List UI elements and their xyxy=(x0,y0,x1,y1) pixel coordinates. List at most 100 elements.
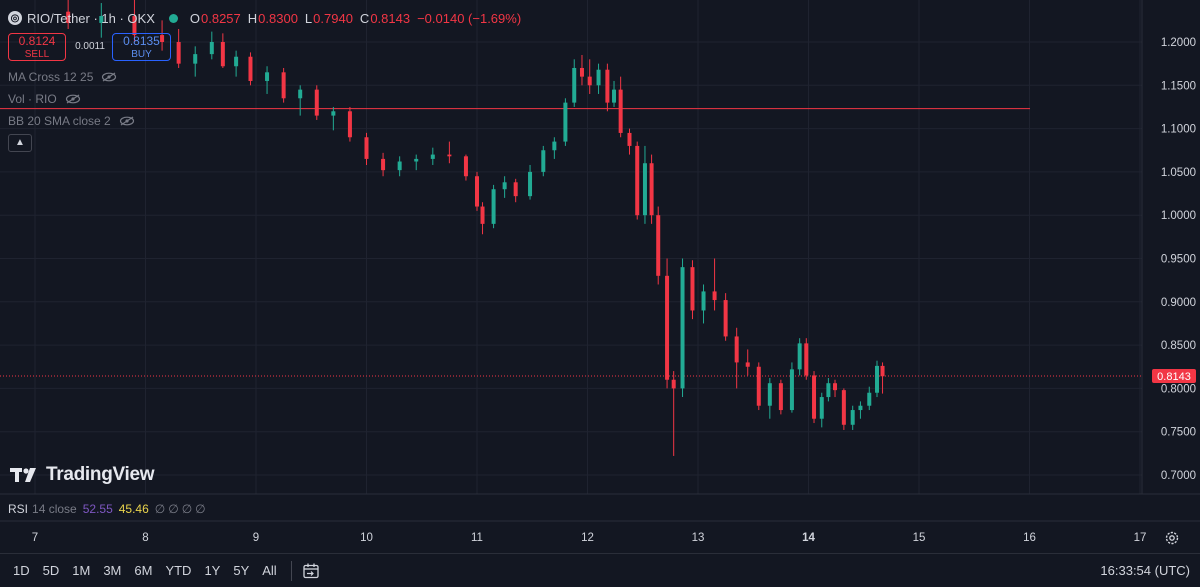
price-chart[interactable]: 1.2000 1.1500 1.1000 1.0500 1.0000 0.9500 0.90… xyxy=(0,0,1200,553)
buy-button[interactable]: 0.8135 BUY xyxy=(112,33,171,61)
time-axis[interactable]: 7 8 9 10 11 12 13 14 15 16 17 xyxy=(32,532,1147,544)
price-tick-label: 0.8000 xyxy=(1161,383,1196,395)
time-tick-label: 10 xyxy=(360,532,373,544)
candle-up xyxy=(797,338,802,376)
candle-body xyxy=(826,383,831,398)
candle-body xyxy=(314,89,319,116)
time-tick-label: 16 xyxy=(1023,532,1036,544)
rsi-empty-value: ∅ xyxy=(195,502,206,516)
watermark-text: TradingView xyxy=(46,464,155,485)
candle-down xyxy=(381,152,386,177)
candles xyxy=(66,0,885,456)
price-axis[interactable]: 1.2000 1.1500 1.1000 1.0500 1.0000 0.9500 0.90… xyxy=(1161,37,1196,482)
gear-icon[interactable] xyxy=(1164,530,1180,546)
price-tick-label: 1.1000 xyxy=(1161,124,1196,136)
candle-down xyxy=(132,0,137,42)
ohlc-key-close: C xyxy=(359,10,370,26)
candle-up xyxy=(572,59,577,107)
candle-down xyxy=(635,141,640,220)
eye-crossed-icon[interactable] xyxy=(119,116,135,126)
eye-crossed-icon[interactable] xyxy=(65,94,81,104)
candle-up xyxy=(875,360,880,398)
candle-body xyxy=(612,89,617,103)
tradingview-logo-icon xyxy=(10,468,36,482)
candle-down xyxy=(804,338,809,380)
rsi-legend[interactable]: RSI 14 close 52.55 45.46 ∅ ∅ ∅ ∅ xyxy=(8,502,209,516)
range-6m[interactable]: 6M xyxy=(134,563,153,578)
time-tick-label: 7 xyxy=(32,532,38,544)
candle-down xyxy=(756,362,761,411)
price-tick-label: 0.9500 xyxy=(1161,254,1196,266)
candle-down xyxy=(587,59,592,94)
range-1m[interactable]: 1M xyxy=(72,563,91,578)
eye-crossed-icon[interactable] xyxy=(101,72,117,82)
candle-body xyxy=(234,56,239,67)
time-tick-label: 13 xyxy=(692,532,705,544)
candle-body xyxy=(265,72,270,81)
range-all[interactable]: All xyxy=(262,563,277,578)
candle-body xyxy=(819,397,824,419)
candle-up xyxy=(563,98,568,146)
rsi-empty-value: ∅ xyxy=(181,502,193,516)
symbol-logo-icon: ◎ xyxy=(8,11,22,25)
candle-down xyxy=(248,52,253,86)
candle-body xyxy=(193,54,198,64)
candle-body xyxy=(331,111,336,116)
candle-down xyxy=(66,0,71,30)
candle-body xyxy=(513,182,518,197)
ohlc-key-high: H xyxy=(247,10,258,26)
candle-body xyxy=(397,161,402,171)
candle-down xyxy=(812,371,817,424)
candle-up xyxy=(193,46,198,77)
goto-date-icon[interactable] xyxy=(302,563,320,579)
candle-body xyxy=(850,410,855,425)
range-5y[interactable]: 5Y xyxy=(233,563,250,578)
grid-lines xyxy=(0,0,1142,494)
indicator-volume[interactable]: Vol · RIO xyxy=(8,92,81,106)
price-tick-label: 1.1500 xyxy=(1161,80,1196,92)
candle-down xyxy=(723,293,728,341)
time-tick-label: 9 xyxy=(253,532,259,544)
candle-down xyxy=(480,202,485,235)
candle-up xyxy=(596,63,601,94)
rsi-empty-value: ∅ xyxy=(154,502,166,516)
range-3m[interactable]: 3M xyxy=(103,563,122,578)
candle-down xyxy=(745,349,750,376)
range-ytd[interactable]: YTD xyxy=(165,563,192,578)
candle-body xyxy=(587,76,592,86)
time-tick-label: 14 xyxy=(802,532,815,544)
candle-down xyxy=(281,67,286,103)
price-tick-label: 1.0000 xyxy=(1161,210,1196,222)
chevron-up-icon: ▲ xyxy=(15,137,25,148)
symbol-title[interactable]: RIO/Tether · 1h · OKX xyxy=(27,10,155,26)
candle-up xyxy=(99,3,104,38)
indicator-bollinger[interactable]: BB 20 SMA close 2 xyxy=(8,114,135,128)
range-1y[interactable]: 1Y xyxy=(204,563,221,578)
candle-body xyxy=(579,67,584,77)
candle-body xyxy=(833,383,838,391)
candle-body xyxy=(627,132,632,146)
indicator-ma-cross[interactable]: MA Cross 12 25 xyxy=(8,70,117,84)
range-1d[interactable]: 1D xyxy=(13,563,30,578)
price-tick-label: 0.7500 xyxy=(1161,427,1196,439)
candle-up xyxy=(680,258,685,398)
candle-body xyxy=(649,163,654,216)
candle-body xyxy=(671,379,676,389)
range-divider xyxy=(290,560,292,581)
collapse-indicators-button[interactable]: ▲ xyxy=(8,134,32,152)
sell-button[interactable]: 0.8124 SELL xyxy=(8,33,66,61)
time-tick-label: 11 xyxy=(471,532,483,544)
rsi-value: 52.55 xyxy=(82,502,113,516)
candle-body xyxy=(880,365,885,377)
candle-body xyxy=(690,267,695,311)
candle-up xyxy=(331,106,336,131)
candle-body xyxy=(209,42,214,55)
ohlc-key-low: L xyxy=(304,10,313,26)
range-5d[interactable]: 5D xyxy=(42,563,60,578)
candle-body xyxy=(680,267,685,389)
candle-body xyxy=(618,89,623,133)
current-price-label-text: 0.8143 xyxy=(1157,371,1191,383)
utc-clock[interactable]: 16:33:54 (UTC) xyxy=(1100,563,1190,578)
candle-body xyxy=(745,362,750,367)
candle-down xyxy=(176,29,181,68)
